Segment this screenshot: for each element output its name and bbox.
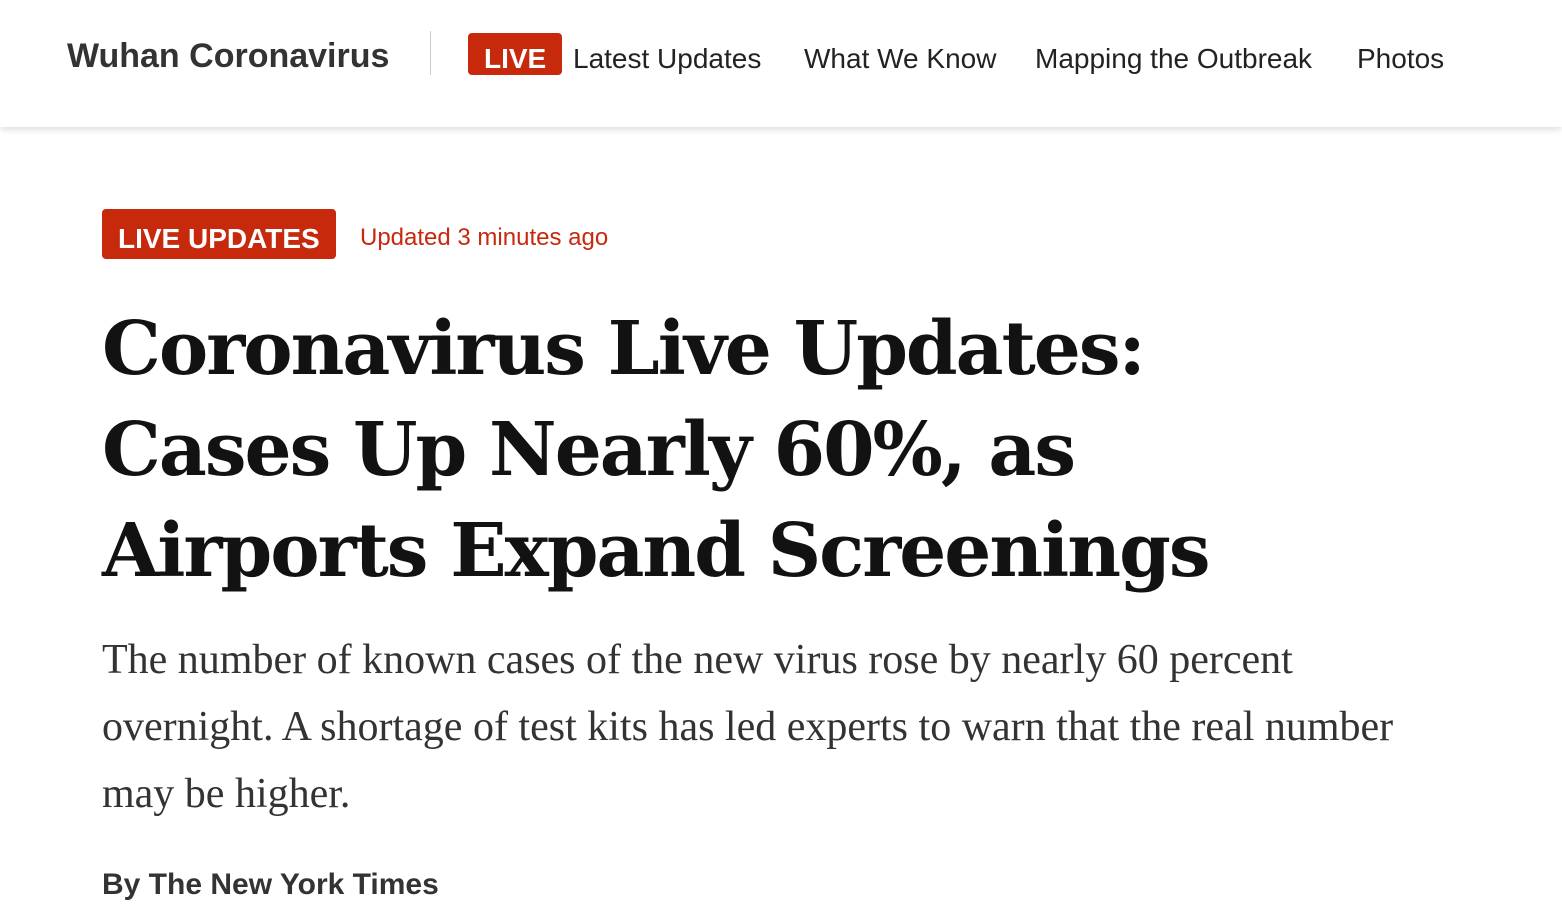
kicker-row: LIVE UPDATES Updated 3 minutes ago: [102, 209, 1442, 259]
nav-link-latest-updates[interactable]: Latest Updates: [573, 43, 762, 74]
article-summary: The number of known cases of the new vir…: [102, 637, 1394, 817]
top-navigation-bar: Wuhan Coronavirus LIVE Latest Updates Wh…: [0, 0, 1562, 127]
updated-timestamp: Updated 3 minutes ago: [360, 224, 609, 251]
live-updates-badge: LIVE UPDATES: [102, 209, 336, 259]
nav-divider: [430, 31, 431, 75]
article-byline: By The New York Times: [102, 868, 439, 901]
live-badge[interactable]: LIVE: [468, 33, 563, 75]
nav-link-what-we-know[interactable]: What We Know: [804, 43, 997, 74]
nav-link-mapping-the-outbreak[interactable]: Mapping the Outbreak: [1035, 43, 1313, 74]
article-headline: Coronavirus Live Updates: Cases Up Nearl…: [102, 306, 1211, 594]
nav-link-photos[interactable]: Photos: [1357, 43, 1445, 74]
article-header: LIVE UPDATES Updated 3 minutes ago Coron…: [102, 209, 1442, 903]
section-title[interactable]: Wuhan Coronavirus: [67, 37, 390, 75]
